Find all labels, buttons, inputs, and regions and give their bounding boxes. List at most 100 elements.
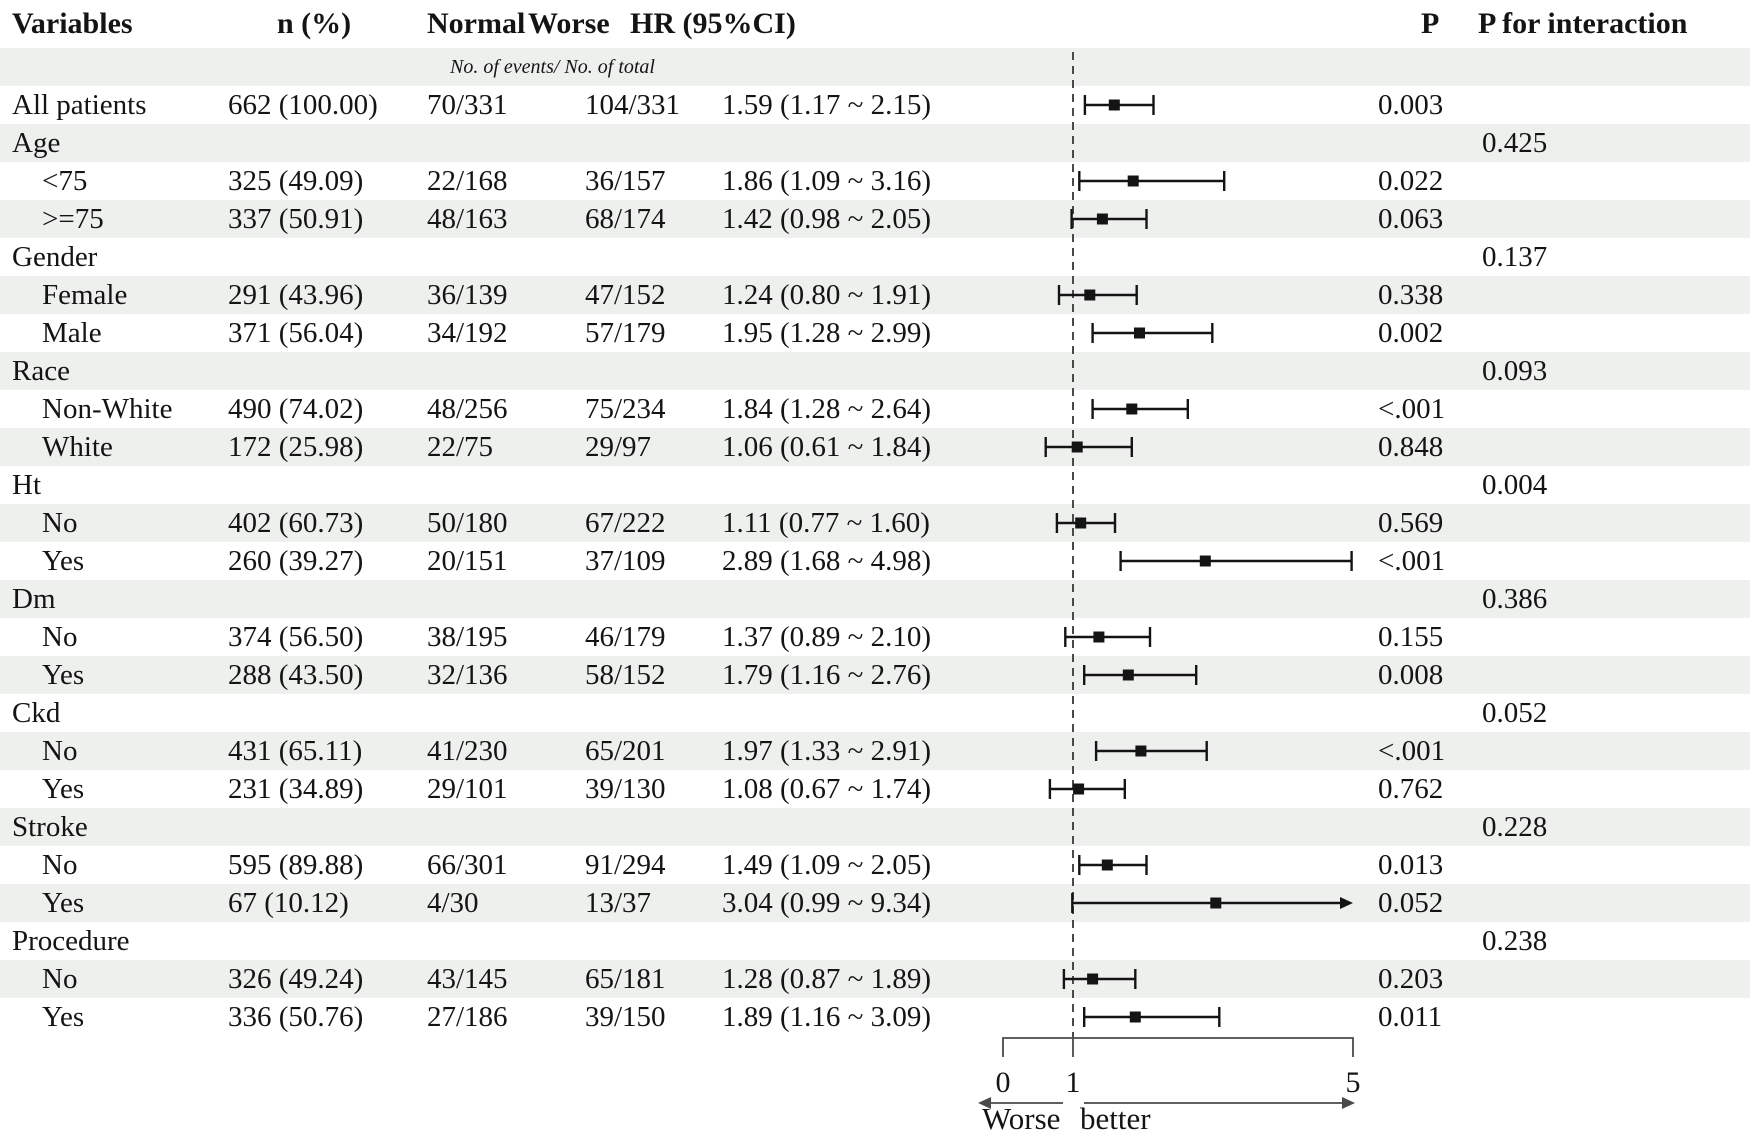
- row-events-worse: 36/157: [585, 165, 666, 197]
- row-hr-ci-text: 1.97 (1.33 ~ 2.91): [722, 735, 932, 767]
- row-p-value: 0.155: [1378, 621, 1444, 653]
- row-p-interaction: 0.386: [1482, 583, 1548, 615]
- column-header-worse: Worse: [528, 7, 610, 40]
- row-events-worse: 37/109: [585, 545, 666, 577]
- row-p-value: <.001: [1378, 735, 1446, 767]
- row-label: Ckd: [12, 697, 61, 729]
- table-row: No 431 (65.11) 41/230 65/201 1.97 (1.33 ~ 2.…: [0, 732, 1750, 770]
- axis-tick-label: 5: [1346, 1066, 1361, 1099]
- row-p-interaction: 0.137: [1482, 241, 1548, 273]
- group-row: Dm 0.386: [0, 580, 1750, 618]
- row-p-interaction: 0.004: [1482, 469, 1548, 501]
- row-n-percent: 288 (43.50): [228, 659, 364, 691]
- row-n-percent: 336 (50.76): [228, 1001, 364, 1033]
- row-p-value: 0.848: [1378, 431, 1444, 463]
- row-hr-ci-text: 1.86 (1.09 ~ 3.16): [722, 165, 932, 197]
- row-events-normal: 22/168: [427, 165, 508, 197]
- row-events-worse: 75/234: [585, 393, 666, 425]
- column-header-variables: Variables: [12, 7, 133, 40]
- table-row: Female 291 (43.96) 36/139 47/152 1.24 (0.80 …: [0, 276, 1750, 314]
- row-label: No: [42, 963, 78, 995]
- column-header-n-percent: n (%): [277, 7, 352, 40]
- row-label: Female: [42, 279, 128, 311]
- row-events-normal: 22/75: [427, 431, 494, 463]
- row-label: Ht: [12, 469, 41, 501]
- row-p-interaction: 0.238: [1482, 925, 1548, 957]
- row-label: Yes: [42, 773, 85, 805]
- table-row: No 326 (49.24) 43/145 65/181 1.28 (0.87 ~ 1.…: [0, 960, 1750, 998]
- row-events-normal: 38/195: [427, 621, 508, 653]
- table-row: No 595 (89.88) 66/301 91/294 1.49 (1.09 ~ 2.…: [0, 846, 1750, 884]
- column-header-hr-ci: HR (95%CI): [630, 7, 796, 40]
- row-hr-ci-text: 1.37 (0.89 ~ 2.10): [722, 621, 932, 653]
- row-label: >=75: [42, 203, 104, 235]
- row-label: Yes: [42, 545, 85, 577]
- row-events-worse: 13/37: [585, 887, 652, 919]
- row-events-normal: 41/230: [427, 735, 508, 767]
- table-row: >=75 337 (50.91) 48/163 68/174 1.42 (0.98 ~ …: [0, 200, 1750, 238]
- axis-bracket: [1002, 1037, 1354, 1057]
- table-row: Yes 260 (39.27) 20/151 37/109 2.89 (1.68 ~ 4…: [0, 542, 1750, 580]
- row-p-value: 0.203: [1378, 963, 1444, 995]
- row-events-normal: 48/163: [427, 203, 508, 235]
- row-n-percent: 326 (49.24): [228, 963, 364, 995]
- row-events-worse: 91/294: [585, 849, 666, 881]
- row-p-value: 0.569: [1378, 507, 1444, 539]
- row-label: Yes: [42, 1001, 85, 1033]
- row-events-normal: 20/151: [427, 545, 508, 577]
- table-row: <75 325 (49.09) 22/168 36/157 1.86 (1.09 ~ 3…: [0, 162, 1750, 200]
- row-n-percent: 374 (56.50): [228, 621, 364, 653]
- row-n-percent: 595 (89.88): [228, 849, 364, 881]
- row-events-worse: 104/331: [585, 89, 681, 121]
- group-row: Gender 0.137: [0, 238, 1750, 276]
- row-events-worse: 58/152: [585, 659, 666, 691]
- table-row: Yes 336 (50.76) 27/186 39/150 1.89 (1.16 ~ 3…: [0, 998, 1750, 1036]
- table-row: Non-White 490 (74.02) 48/256 75/234 1.84 (1.…: [0, 390, 1750, 428]
- group-row: Procedure 0.238: [0, 922, 1750, 960]
- group-row: Stroke 0.228: [0, 808, 1750, 846]
- row-n-percent: 325 (49.09): [228, 165, 364, 197]
- row-events-normal: 34/192: [427, 317, 508, 349]
- row-hr-ci-text: 1.28 (0.87 ~ 1.89): [722, 963, 932, 995]
- row-label: No: [42, 849, 78, 881]
- row-label: No: [42, 621, 78, 653]
- row-n-percent: 260 (39.27): [228, 545, 364, 577]
- table-row: White 172 (25.98) 22/75 29/97 1.06 (0.61 ~ 1…: [0, 428, 1750, 466]
- row-p-value: 0.002: [1378, 317, 1444, 349]
- row-p-value: 0.063: [1378, 203, 1444, 235]
- row-label: Yes: [42, 659, 85, 691]
- row-p-interaction: 0.228: [1482, 811, 1548, 843]
- row-hr-ci-text: 3.04 (0.99 ~ 9.34): [722, 887, 932, 919]
- row-p-value: 0.011: [1378, 1001, 1443, 1033]
- row-n-percent: 291 (43.96): [228, 279, 364, 311]
- row-events-normal: 32/136: [427, 659, 508, 691]
- group-row: Ckd 0.052: [0, 694, 1750, 732]
- row-p-interaction: 0.093: [1482, 355, 1548, 387]
- row-p-value: 0.022: [1378, 165, 1444, 197]
- row-events-worse: 39/130: [585, 773, 666, 805]
- row-p-value: 0.008: [1378, 659, 1444, 691]
- row-label: Yes: [42, 887, 85, 919]
- row-label: <75: [42, 165, 88, 197]
- row-hr-ci-text: 1.42 (0.98 ~ 2.05): [722, 203, 932, 235]
- row-events-normal: 50/180: [427, 507, 508, 539]
- row-n-percent: 371 (56.04): [228, 317, 364, 349]
- row-label: Non-White: [42, 393, 173, 425]
- row-p-value: <.001: [1378, 393, 1446, 425]
- direction-label-worse: Worse: [982, 1101, 1060, 1136]
- row-p-interaction: 0.425: [1482, 127, 1548, 159]
- row-hr-ci-text: 1.84 (1.28 ~ 2.64): [722, 393, 932, 425]
- row-n-percent: 337 (50.91): [228, 203, 364, 235]
- row-n-percent: 431 (65.11): [228, 735, 363, 767]
- column-header-p: P: [1421, 7, 1440, 40]
- direction-arrowhead-right: [1342, 1097, 1355, 1109]
- row-hr-ci-text: 2.89 (1.68 ~ 4.98): [722, 545, 932, 577]
- row-n-percent: 231 (34.89): [228, 773, 364, 805]
- row-events-normal: 43/145: [427, 963, 508, 995]
- row-p-value: 0.013: [1378, 849, 1444, 881]
- table-row: Yes 231 (34.89) 29/101 39/130 1.08 (0.67 ~ 1…: [0, 770, 1750, 808]
- row-hr-ci-text: 1.95 (1.28 ~ 2.99): [722, 317, 932, 349]
- row-events-worse: 46/179: [585, 621, 666, 653]
- row-label: Procedure: [12, 925, 130, 957]
- row-label: Age: [12, 127, 61, 159]
